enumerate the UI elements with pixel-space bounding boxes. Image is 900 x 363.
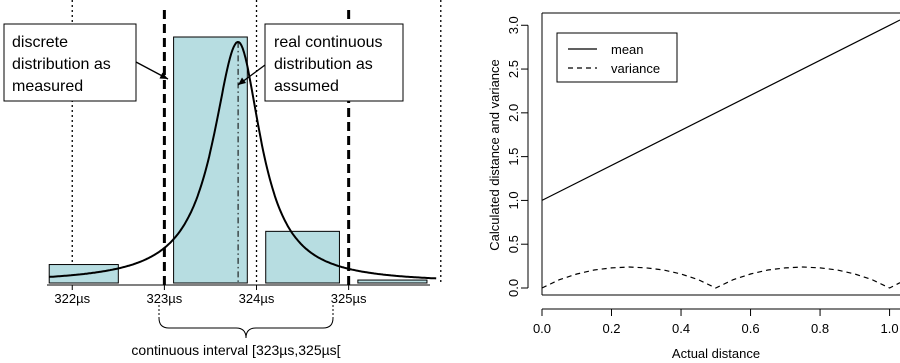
x-tick-label: 324µs (239, 291, 275, 306)
x-tick-label: 0.8 (811, 321, 829, 336)
interval-caption: continuous interval [323µs,325µs[ (131, 342, 340, 358)
interval-brace (158, 317, 334, 339)
series-mean-line (541, 19, 900, 201)
x-tick-label: 323µs (147, 291, 183, 306)
x-tick-label: 0.0 (533, 321, 551, 336)
x-tick-label: 0.2 (602, 321, 620, 336)
histogram-bars (48, 36, 428, 284)
histogram-bar (357, 279, 428, 284)
y-tick-label: 2.5 (506, 60, 521, 78)
x-tick-label: 0.4 (672, 321, 690, 336)
continuous-density-curve (49, 40, 437, 280)
legend-box (556, 32, 678, 83)
annotation-measured-line3: measured (12, 78, 83, 95)
x-tick-label: 322µs (54, 291, 90, 306)
annotation-assumed-arrowhead (238, 77, 246, 85)
distribution-panel: 322µs 323µs 324µs 325µs discrete distributi… (3, 0, 442, 358)
y-axis-title: Calculated distance and variance (487, 59, 502, 251)
mean-variance-panel: 0.00.51.01.52.02.53.00.0 0.2 0.4 0.6 0.8 1.0 … (487, 12, 900, 361)
annotation-measured-arrowhead (159, 72, 168, 79)
x-tick-label: 0.6 (742, 321, 760, 336)
annotation-assumed-line1: real continuous (274, 34, 383, 51)
annotation-assumed-line3: assumed (274, 78, 339, 95)
histogram-bar (265, 230, 340, 284)
plot-axes: 0.0 0.5 1.0 1.5 2.0 2.5 3.0 0.0 0.2 0.4 0.6 0.8 1.0 (506, 12, 900, 336)
y-tick-label: 1.0 (506, 191, 521, 209)
histogram-bar (173, 36, 248, 284)
legend-variance-label: variance (611, 61, 660, 76)
y-tick-label: 0.5 (506, 235, 521, 253)
y-tick-label: 1.5 (506, 148, 521, 166)
x-axis-ticks: 322µs 323µs 324µs 325µs (54, 285, 367, 306)
annotation-box-measured (3, 23, 137, 102)
x-tick-label: 325µs (331, 291, 367, 306)
annotation-measured-line2: distribution as (12, 56, 111, 73)
y-tick-label: 0.0 (506, 279, 521, 297)
annotation-assumed-line2: distribution as (274, 56, 373, 73)
y-tick-label: 3.0 (506, 16, 521, 34)
series-variance-line (541, 266, 900, 289)
annotation-box-assumed (264, 23, 404, 102)
annotation-measured-line1: discrete (12, 34, 68, 51)
x-tick-label: 1.0 (881, 321, 899, 336)
y-tick-label: 2.0 (506, 104, 521, 122)
legend-mean-label: mean (611, 42, 644, 57)
x-axis-title: Actual distance (672, 346, 760, 361)
